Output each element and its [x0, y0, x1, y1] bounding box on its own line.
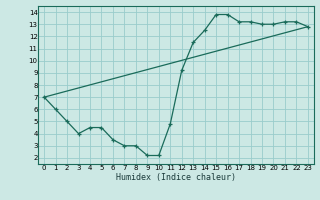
X-axis label: Humidex (Indice chaleur): Humidex (Indice chaleur) [116, 173, 236, 182]
